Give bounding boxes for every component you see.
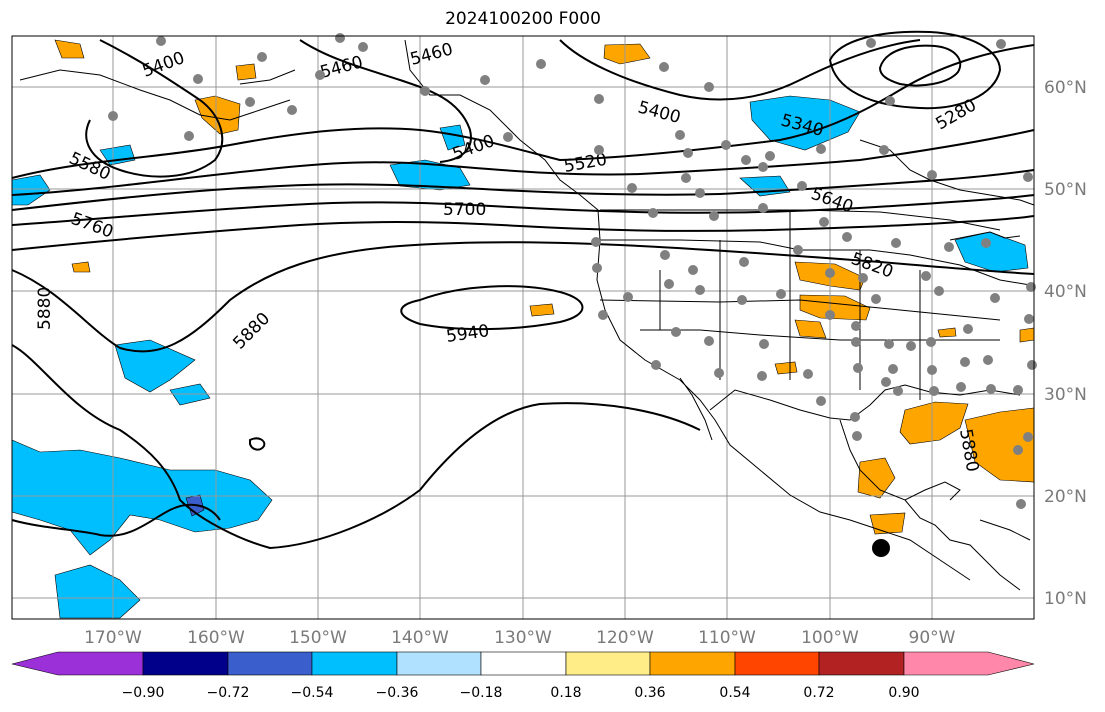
- lon-label-100w: 100°W: [801, 628, 859, 648]
- colorbar-tick-label: −0.18: [460, 685, 503, 701]
- lat-label-30n: 30°N: [1044, 385, 1087, 405]
- colorbar-segment: [734, 651, 820, 676]
- colorbar-tick-label: −0.36: [376, 685, 419, 701]
- latitude-labels: 60°N 50°N 40°N 30°N 20°N 10°N: [1044, 78, 1087, 609]
- colorbar-segment: [142, 651, 229, 676]
- lon-label-160w: 160°W: [187, 628, 245, 648]
- colorbar-segment: [903, 651, 1035, 676]
- lat-label-10n: 10°N: [1044, 589, 1087, 609]
- lon-label-90w: 90°W: [909, 628, 956, 648]
- storm-center-marker: [872, 539, 890, 557]
- lon-label-170w: 170°W: [84, 628, 142, 648]
- colorbar-tick-label: 0.54: [719, 685, 750, 701]
- map-title: 2024100200 F000: [445, 9, 601, 29]
- colorbar-tick-label: −0.72: [207, 685, 250, 701]
- contour-label: 5700: [443, 200, 486, 220]
- lat-label-40n: 40°N: [1044, 282, 1087, 302]
- colorbar-segment: [227, 651, 313, 676]
- station-markers: [108, 33, 1037, 509]
- colorbar-tick-label: 0.36: [634, 685, 665, 701]
- colorbar-segment: [396, 651, 482, 676]
- coastlines: [19, 39, 1035, 591]
- colorbar-segment: [480, 651, 567, 676]
- colorbar-segment: [311, 651, 398, 676]
- lon-label-120w: 120°W: [596, 628, 654, 648]
- longitude-labels: 170°W 160°W 150°W 140°W 130°W 120°W 110°…: [84, 628, 956, 648]
- lon-label-110w: 110°W: [698, 628, 756, 648]
- colorbar-tick-label: 0.90: [888, 685, 919, 701]
- colorbar-segment: [649, 651, 736, 676]
- colorbar-tick-label: 0.72: [803, 685, 834, 701]
- lat-label-60n: 60°N: [1044, 78, 1087, 98]
- lat-label-20n: 20°N: [1044, 487, 1087, 507]
- lon-label-130w: 130°W: [494, 628, 552, 648]
- colorbar-segment: [11, 651, 144, 676]
- colorbar-tick-label: −0.90: [122, 685, 165, 701]
- graticule: [12, 36, 1034, 619]
- lat-label-50n: 50°N: [1044, 180, 1087, 200]
- lon-label-150w: 150°W: [289, 628, 347, 648]
- colorbar-segment: [818, 651, 905, 676]
- map-border: [11, 35, 1035, 620]
- colorbar-ticks: −0.90 −0.72 −0.54 −0.36 −0.18 0.18 0.36 …: [122, 685, 920, 701]
- colorbar-tick-label: −0.54: [291, 685, 334, 701]
- colorbar-tick-label: 0.18: [550, 685, 581, 701]
- colorbar: [11, 651, 1035, 676]
- contour-label: 5880: [35, 287, 55, 330]
- height-contours: [11, 30, 1035, 550]
- lon-label-140w: 140°W: [391, 628, 449, 648]
- colorbar-segment: [565, 651, 651, 676]
- positive-anomaly-regions: [54, 39, 1035, 535]
